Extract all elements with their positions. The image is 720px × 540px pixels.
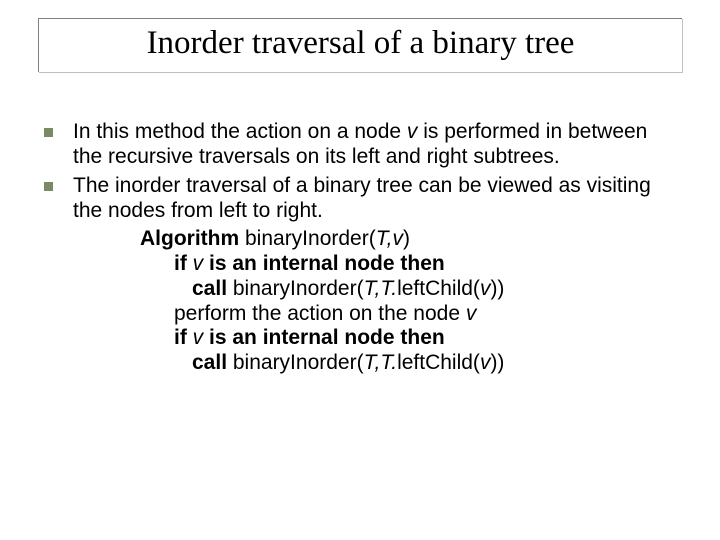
text-run: binaryInorder( — [239, 227, 376, 250]
keyword: if — [174, 326, 193, 349]
variable: T,v — [376, 227, 403, 250]
keyword: call — [192, 277, 227, 300]
variable: v — [193, 326, 204, 349]
bullet-square-icon — [44, 128, 53, 137]
algo-line: perform the action on the node v — [140, 302, 670, 327]
bullet-text: In this method the action on a node v is… — [73, 120, 670, 170]
variable: T,T. — [364, 351, 397, 374]
algorithm-block: Algorithm binaryInorder(T,v) if v is an … — [140, 227, 670, 376]
keyword: call — [192, 351, 227, 374]
text-run: )) — [490, 277, 504, 300]
text-run: binaryInorder( — [227, 277, 364, 300]
slide-body: In this method the action on a node v is… — [38, 120, 682, 376]
variable: v — [480, 277, 491, 300]
algo-line: if v is an internal node then — [140, 252, 670, 277]
bullet-text: The inorder traversal of a binary tree c… — [73, 174, 670, 224]
bullet-item: In this method the action on a node v is… — [42, 120, 670, 170]
text-run: In this method the action on a node — [73, 120, 407, 143]
algo-line: if v is an internal node then — [140, 326, 670, 351]
variable: v — [480, 351, 491, 374]
text-run: leftChild( — [397, 351, 480, 374]
algo-line: call binaryInorder(T,T.leftChild(v)) — [140, 277, 670, 302]
variable: v — [407, 120, 418, 143]
text-run: The inorder traversal of a binary tree c… — [73, 174, 651, 222]
algo-line: Algorithm binaryInorder(T,v) — [140, 227, 670, 252]
algo-line: call binaryInorder(T,T.leftChild(v)) — [140, 351, 670, 376]
variable: v — [466, 302, 477, 325]
text-run: leftChild( — [397, 277, 480, 300]
keyword: is an internal node then — [203, 326, 445, 349]
text-run: binaryInorder( — [227, 351, 364, 374]
variable: T,T. — [364, 277, 397, 300]
text-run: )) — [490, 351, 504, 374]
keyword: if — [174, 252, 193, 275]
keyword: is an internal node then — [203, 252, 445, 275]
text-run: perform the action on the node — [174, 302, 466, 325]
bullet-item: The inorder traversal of a binary tree c… — [42, 174, 670, 224]
variable: v — [193, 252, 204, 275]
title-container: Inorder traversal of a binary tree — [38, 18, 682, 72]
slide-title: Inorder traversal of a binary tree — [39, 23, 682, 64]
bullet-square-icon — [44, 182, 53, 191]
text-run: ) — [403, 227, 410, 250]
slide: Inorder traversal of a binary tree In th… — [0, 0, 720, 540]
keyword: Algorithm — [140, 227, 239, 250]
